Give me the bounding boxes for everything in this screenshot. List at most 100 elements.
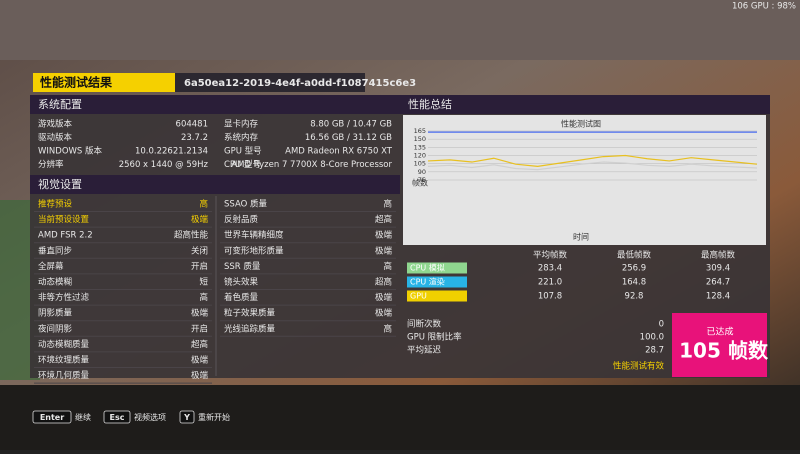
label: 驱动版本 bbox=[38, 132, 73, 143]
value: 10.0.22621.2134 bbox=[135, 147, 208, 157]
value: 超高 bbox=[375, 277, 392, 288]
value: 高 bbox=[199, 292, 208, 303]
value: 超高 bbox=[191, 339, 208, 350]
series-line bbox=[427, 154, 758, 167]
title: 性能测试结果 bbox=[39, 75, 112, 90]
label: CPU 型号 bbox=[224, 160, 261, 170]
label: 平均延迟 bbox=[407, 345, 442, 356]
label: 垂直同步 bbox=[38, 245, 72, 256]
label: 阴影质量 bbox=[38, 308, 73, 319]
label: 非等方性过滤 bbox=[38, 292, 90, 303]
value: 超高性能 bbox=[174, 230, 209, 241]
key: Esc bbox=[110, 413, 125, 422]
x-axis-label: 时间 bbox=[573, 232, 589, 242]
cell: 164.8 bbox=[622, 278, 646, 288]
badge-unit: 帧数 bbox=[728, 339, 769, 363]
label: 光线追踪质量 bbox=[224, 323, 276, 334]
row-label: CPU 渲染 bbox=[410, 277, 445, 287]
id-box bbox=[175, 73, 365, 92]
value: 100.0 bbox=[640, 333, 664, 343]
cell: 309.4 bbox=[706, 264, 730, 274]
label: 世界车辆精细度 bbox=[224, 230, 284, 241]
label: WINDOWS 版本 bbox=[38, 146, 103, 157]
label: 显卡内存 bbox=[224, 119, 259, 130]
overlay: 106 GPU : 98% bbox=[732, 2, 796, 12]
value: 关闭 bbox=[191, 245, 208, 256]
row-label: CPU 模拟 bbox=[410, 263, 445, 273]
key-box[interactable] bbox=[32, 410, 72, 424]
y-tick-label: 150 bbox=[414, 135, 426, 143]
value: 8.80 GB / 10.47 GB bbox=[310, 120, 392, 130]
row-tag bbox=[407, 262, 467, 274]
hint[interactable]: 视频选项 bbox=[134, 412, 166, 422]
section-title: 系统配置 bbox=[38, 98, 82, 111]
y-tick-label: 90 bbox=[418, 168, 426, 176]
column-header: 最低帧数 bbox=[617, 250, 652, 261]
run-id: 6a50ea12-2019-4e4f-a0dd-f1087415c6e3 bbox=[184, 78, 416, 89]
value: 604481 bbox=[176, 120, 208, 130]
label: 可变形地形质量 bbox=[224, 245, 284, 256]
cell: 128.4 bbox=[706, 292, 730, 302]
label: SSR 质量 bbox=[224, 261, 261, 272]
label: 环境几何质量 bbox=[38, 370, 90, 381]
hint[interactable]: 重新开始 bbox=[198, 412, 230, 422]
label: GPU 型号 bbox=[224, 147, 262, 157]
road bbox=[0, 385, 800, 450]
left-panel bbox=[30, 95, 400, 378]
label: 系统内存 bbox=[224, 132, 259, 143]
series-line bbox=[427, 161, 758, 171]
label: 动态模糊 bbox=[38, 277, 72, 288]
column-header: 平均帧数 bbox=[533, 250, 568, 261]
sky bbox=[0, 0, 800, 60]
valid: 性能测试有效 bbox=[613, 361, 665, 372]
section-title: 性能总结 bbox=[408, 97, 452, 111]
value: 短 bbox=[199, 277, 208, 288]
label: GPU 限制比率 bbox=[407, 332, 462, 343]
value: 23.7.2 bbox=[181, 133, 208, 143]
value: 2560 x 1440 @ 59Hz bbox=[119, 160, 209, 170]
value: 极端 bbox=[375, 230, 393, 241]
cell: 221.0 bbox=[538, 278, 562, 288]
label: 环境纹理质量 bbox=[38, 355, 90, 366]
value: 高 bbox=[383, 261, 392, 272]
value: 极端 bbox=[191, 355, 209, 366]
hint[interactable]: 继续 bbox=[75, 412, 91, 422]
value: 极端 bbox=[191, 308, 209, 319]
value: AMD Radeon RX 6750 XT bbox=[285, 147, 393, 157]
value: 28.7 bbox=[645, 346, 664, 356]
y-tick-label: 135 bbox=[414, 143, 426, 151]
badge-value: 105 bbox=[679, 339, 721, 363]
key: Enter bbox=[40, 413, 64, 422]
value: 超高 bbox=[375, 214, 392, 225]
key-box[interactable] bbox=[103, 410, 131, 424]
label: 粒子效果质量 bbox=[224, 308, 276, 319]
label: 反射品质 bbox=[224, 214, 259, 225]
label: 当前预设设置 bbox=[38, 214, 90, 225]
value: 极端 bbox=[375, 245, 393, 256]
y-axis-label: 帧数 bbox=[412, 178, 428, 188]
cell: 283.4 bbox=[538, 264, 562, 274]
value: 16.56 GB / 31.12 GB bbox=[305, 133, 392, 143]
value: 极端 bbox=[191, 370, 209, 381]
section-title: 视觉设置 bbox=[38, 177, 82, 191]
value: 高 bbox=[199, 199, 208, 210]
label: 间断次数 bbox=[407, 319, 442, 330]
section-header bbox=[30, 175, 400, 194]
key-box[interactable] bbox=[179, 410, 195, 424]
label: 动态模糊质量 bbox=[38, 339, 90, 350]
section-header bbox=[30, 95, 400, 114]
section-header bbox=[400, 95, 770, 114]
label: 夜间阴影 bbox=[38, 323, 73, 334]
value: 高 bbox=[383, 199, 392, 210]
value: 极端 bbox=[191, 214, 209, 225]
row-tag bbox=[407, 276, 467, 288]
label: 着色质量 bbox=[224, 292, 259, 303]
badge-top: 已达成 bbox=[706, 326, 733, 338]
value: 极端 bbox=[375, 308, 393, 319]
y-tick-label: 105 bbox=[414, 160, 426, 168]
badge-bg bbox=[672, 313, 767, 377]
value: 0 bbox=[659, 320, 664, 330]
row-label: GPU bbox=[410, 292, 427, 301]
